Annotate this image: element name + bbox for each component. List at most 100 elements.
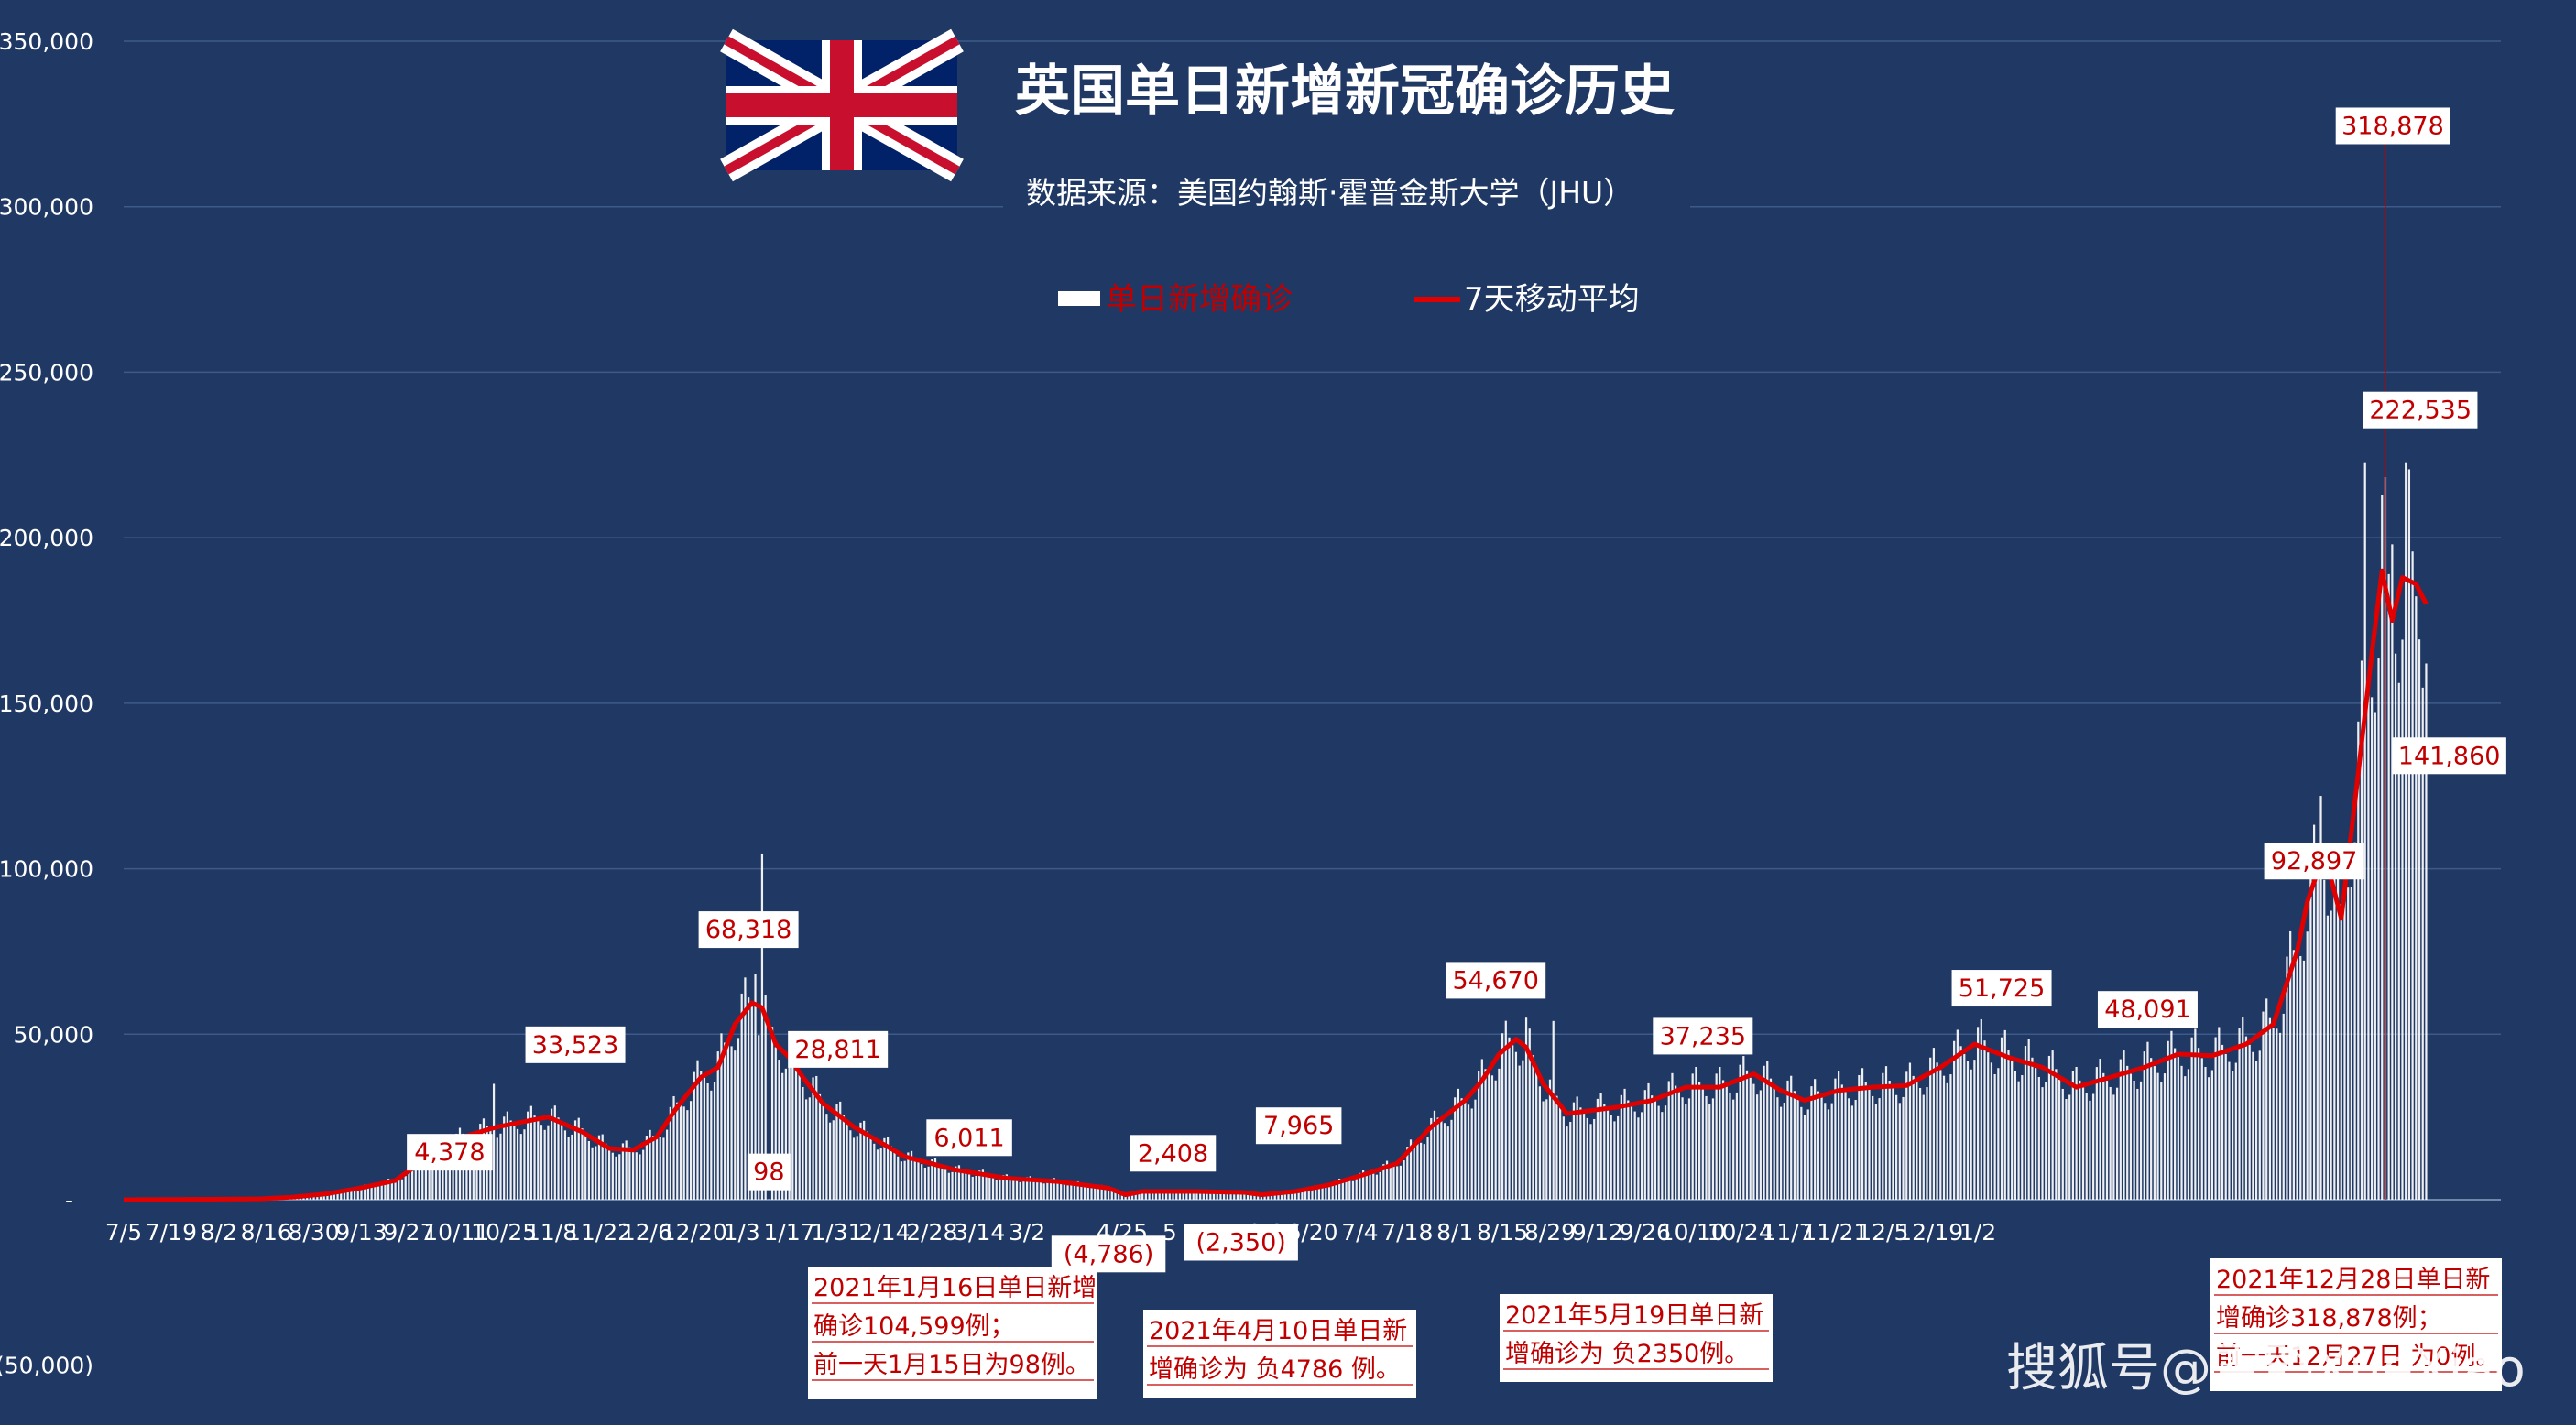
daily-bar [1094,1187,1097,1200]
daily-bar [846,1123,848,1200]
daily-bar [1490,1075,1494,1200]
daily-bar [1152,1191,1154,1200]
daily-bar [955,1166,957,1200]
daily-bar [2014,1071,2016,1200]
daily-bar [1073,1181,1076,1200]
daily-bar [1643,1090,1646,1200]
daily-bar [356,1189,359,1200]
daily-bar [2391,544,2394,1200]
daily-bar [577,1117,580,1200]
daily-bar [1535,1071,1538,1200]
daily-bar [1327,1187,1331,1200]
daily-bar [1406,1147,1409,1200]
daily-bar [408,1167,410,1200]
x-tick-label: 9/13 [335,1219,387,1246]
daily-bar [1739,1064,1741,1200]
daily-bar [2156,1072,2159,1200]
daily-bar [635,1152,638,1200]
daily-bar [2252,1051,2254,1200]
daily-bar [1528,1028,1531,1200]
daily-bar [2309,854,2312,1200]
daily-bar [947,1172,950,1200]
data-label: 54,670 [1452,966,1538,995]
daily-bar [2133,1080,2135,1200]
daily-bar [740,993,743,1200]
daily-bar [428,1160,431,1200]
daily-bar [1212,1192,1216,1200]
daily-bar [584,1135,587,1200]
x-tick-label: 7/18 [1381,1219,1433,1246]
daily-bar [404,1176,407,1200]
daily-bar [2394,653,2397,1200]
legend-line-label: 7天移动平均 [1464,281,1640,318]
daily-bar [1413,1142,1415,1200]
daily-bar [1178,1191,1182,1200]
daily-bar [1848,1098,1850,1200]
daily-bar [1562,1116,1565,1200]
data-label: 48,091 [2104,995,2190,1024]
daily-bar [1858,1074,1861,1200]
daily-bar [1297,1191,1300,1200]
daily-bar [1130,1193,1134,1200]
daily-bar [1776,1097,1779,1200]
daily-bar [2109,1086,2112,1200]
daily-bar [662,1137,665,1200]
daily-bar [1687,1098,1691,1200]
daily-bar [1966,1061,1970,1200]
daily-bar [1786,1080,1789,1200]
data-label-box [1255,1107,1342,1145]
x-tick-label: 1/3 [724,1219,760,1246]
daily-bar [1749,1077,1752,1200]
daily-bar [1898,1103,1901,1200]
daily-bar [1603,1104,1606,1200]
daily-bar [1484,1069,1487,1200]
daily-bar [1651,1095,1654,1200]
daily-bar [561,1124,563,1200]
daily-bar [543,1129,546,1200]
daily-bar [1331,1185,1334,1200]
daily-bar [2421,687,2424,1200]
daily-bar [1355,1179,1358,1200]
daily-bar [1752,1083,1755,1200]
daily-bar [533,1115,536,1200]
daily-bar [1216,1191,1218,1200]
daily-bar [380,1185,383,1200]
daily-bar [1097,1185,1100,1200]
daily-bar [1627,1100,1630,1200]
daily-bar [1735,1092,1738,1200]
daily-bar [1430,1117,1433,1200]
daily-bar [1582,1113,1586,1200]
daily-bar [734,1050,737,1200]
daily-bar [917,1160,920,1200]
x-tick-label: 3/2 [1009,1219,1045,1246]
x-tick-label: 1/31 [811,1219,862,1246]
daily-bar [1365,1172,1368,1200]
daily-bar [1942,1075,1946,1200]
daily-bar [366,1185,370,1200]
daily-bar [1281,1193,1283,1200]
daily-bar [1219,1191,1222,1200]
note-line: 2021年1月16日单日新增 [813,1274,1097,1302]
daily-bar [1118,1192,1120,1200]
daily-bar [2316,855,2319,1200]
daily-bar [2136,1088,2139,1200]
daily-bar [1545,1099,1548,1200]
data-label: 318,878 [2341,112,2444,140]
daily-bar [1667,1081,1670,1200]
daily-bar [961,1169,964,1200]
daily-bar [499,1133,502,1200]
daily-bar [995,1180,998,1200]
daily-bar [1566,1126,1568,1200]
daily-bar [1009,1177,1011,1200]
daily-bar [398,1180,400,1200]
daily-bar [760,853,764,1200]
daily-bar [1114,1191,1117,1200]
daily-bar [1236,1192,1239,1200]
daily-bar [1015,1180,1019,1200]
daily-bar [1494,1080,1497,1200]
daily-bar [1946,1082,1948,1200]
daily-bar [2115,1087,2119,1200]
daily-bar [724,1042,726,1200]
daily-bar [1311,1186,1314,1200]
daily-bar [873,1143,876,1200]
